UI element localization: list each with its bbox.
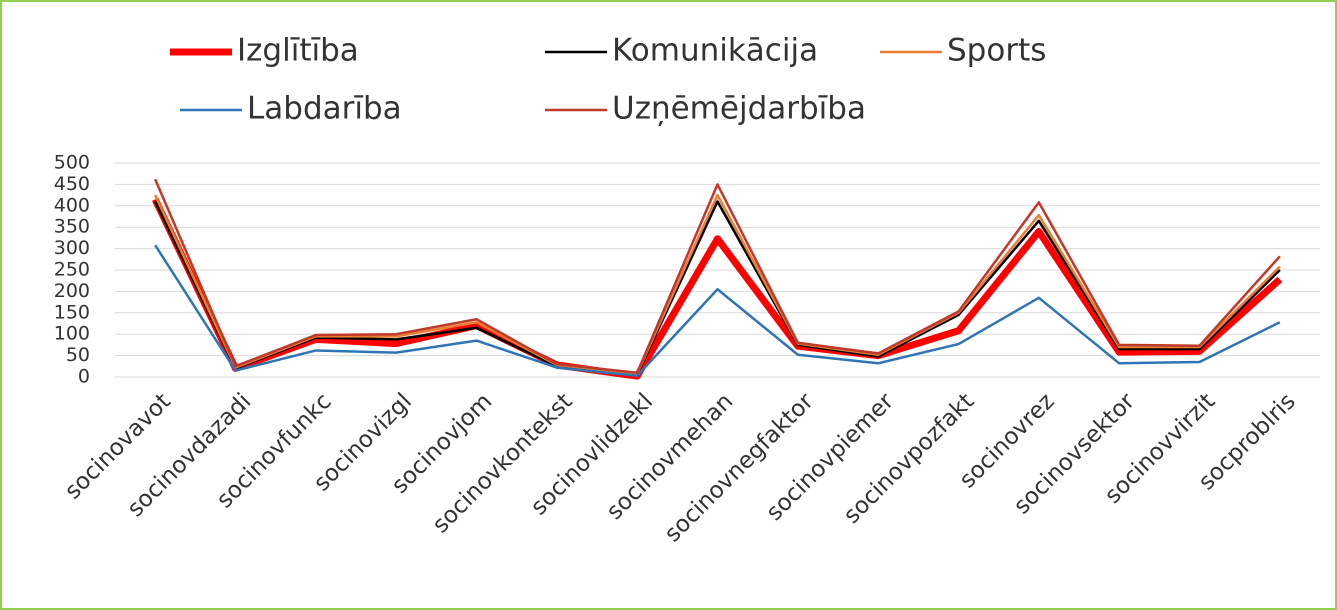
legend-label: Uzņēmējdarbība <box>612 91 866 127</box>
series-line <box>154 244 1281 377</box>
series-line <box>154 193 1281 375</box>
legend-label: Izglītība <box>237 33 359 69</box>
series-line <box>152 197 1283 380</box>
series-line <box>154 178 1281 374</box>
legend-label: Komunikācija <box>612 33 818 69</box>
y-tick-label: 350 <box>54 216 90 238</box>
y-tick-label: 150 <box>54 301 90 323</box>
legend-label: Sports <box>947 33 1046 69</box>
y-tick-label: 50 <box>66 344 90 366</box>
y-tick-label: 250 <box>54 259 90 281</box>
series-line <box>154 200 1281 377</box>
y-tick-label: 450 <box>54 173 90 195</box>
y-tick-label: 300 <box>54 237 90 259</box>
y-tick-label: 100 <box>54 323 90 345</box>
y-tick-label: 200 <box>54 280 90 302</box>
legend-label: Labdarība <box>247 91 402 127</box>
y-tick-label: 0 <box>78 366 90 388</box>
y-tick-label: 500 <box>54 152 90 174</box>
y-tick-label: 400 <box>54 194 90 216</box>
